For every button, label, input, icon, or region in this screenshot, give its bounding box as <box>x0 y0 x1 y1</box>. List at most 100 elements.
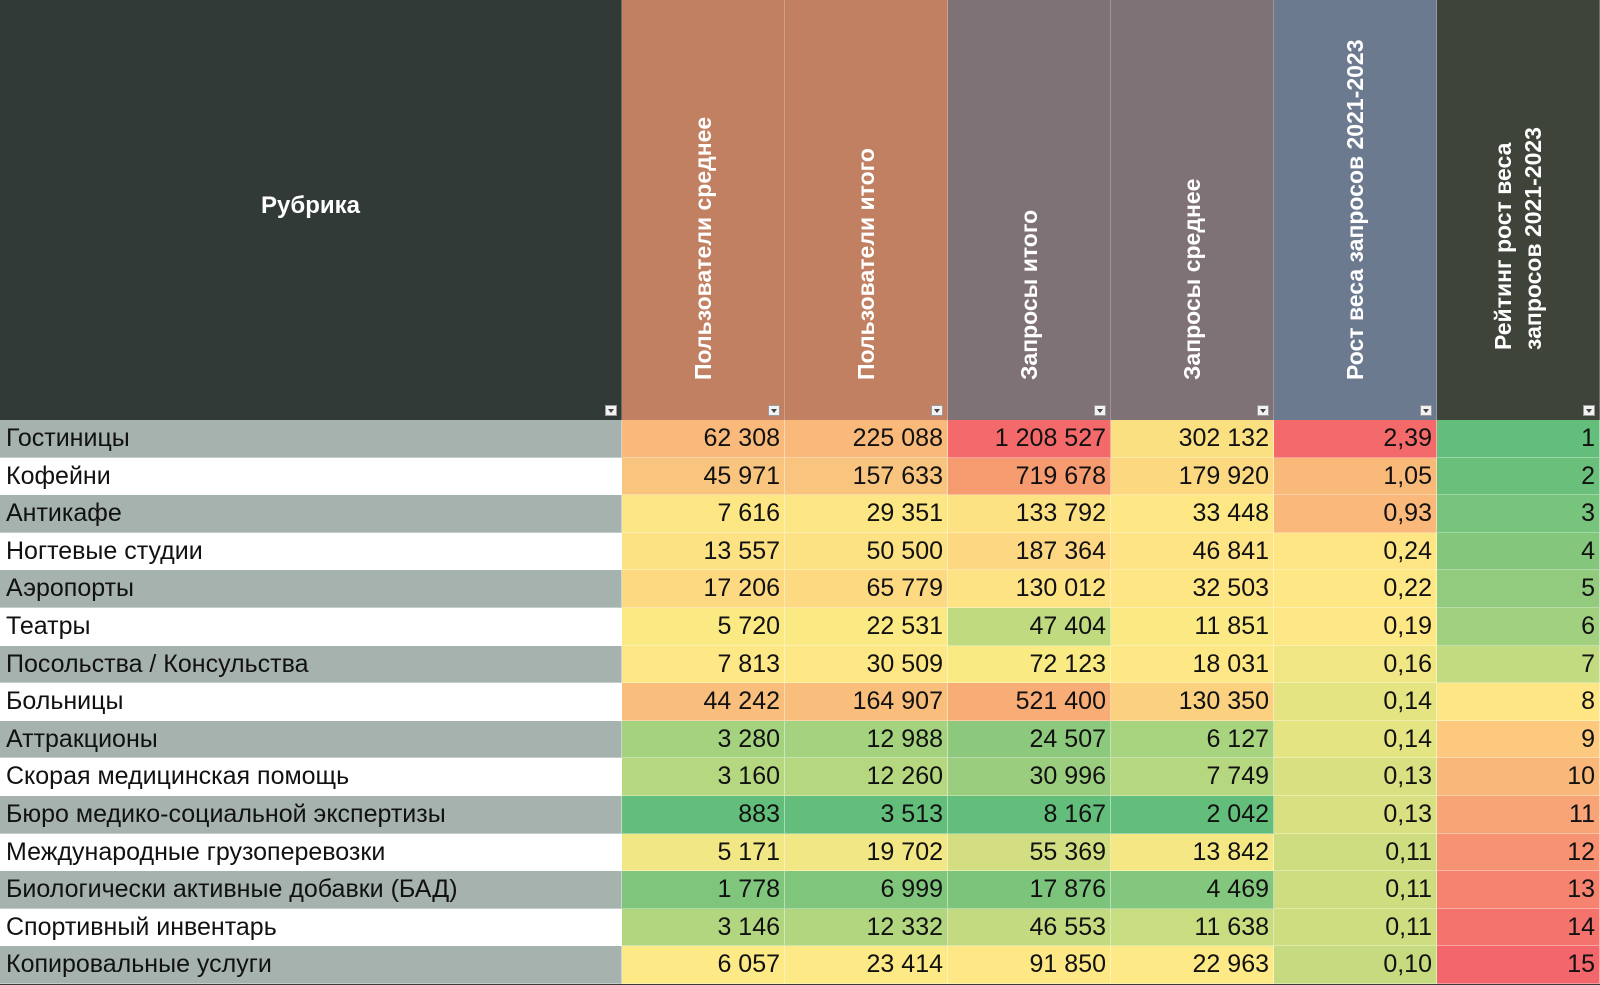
row-value-cell-1[interactable]: 3 160 <box>622 758 785 796</box>
row-value-cell-5[interactable]: 0,13 <box>1274 796 1437 834</box>
row-value-cell-3[interactable]: 8 167 <box>948 796 1111 834</box>
row-value-cell-3[interactable]: 72 123 <box>948 645 1111 684</box>
row-value-cell-2[interactable]: 12 332 <box>785 908 948 947</box>
row-value-cell-2[interactable]: 164 907 <box>785 683 948 721</box>
row-rubric-cell[interactable]: Гостиницы <box>0 420 622 458</box>
row-value-cell-2[interactable]: 29 351 <box>785 495 948 533</box>
filter-dropdown-icon[interactable] <box>931 405 943 416</box>
row-value-cell-4[interactable]: 46 841 <box>1111 532 1274 571</box>
row-value-cell-2[interactable]: 6 999 <box>785 871 948 909</box>
row-value-cell-5[interactable]: 0,11 <box>1274 871 1437 909</box>
row-value-cell-6[interactable]: 9 <box>1437 720 1600 759</box>
row-value-cell-1[interactable]: 1 778 <box>622 871 785 909</box>
row-value-cell-6[interactable]: 7 <box>1437 645 1600 684</box>
row-value-cell-2[interactable]: 12 260 <box>785 758 948 796</box>
row-rubric-cell[interactable]: Аэропорты <box>0 570 622 608</box>
row-value-cell-5[interactable]: 0,16 <box>1274 645 1437 684</box>
row-value-cell-2[interactable]: 157 633 <box>785 457 948 496</box>
row-value-cell-3[interactable]: 521 400 <box>948 683 1111 721</box>
row-value-cell-5[interactable]: 0,11 <box>1274 908 1437 947</box>
row-value-cell-2[interactable]: 23 414 <box>785 946 948 984</box>
row-value-cell-3[interactable]: 130 012 <box>948 570 1111 608</box>
row-value-cell-3[interactable]: 91 850 <box>948 946 1111 984</box>
row-value-cell-3[interactable]: 47 404 <box>948 608 1111 646</box>
row-value-cell-4[interactable]: 4 469 <box>1111 871 1274 909</box>
row-value-cell-2[interactable]: 65 779 <box>785 570 948 608</box>
row-value-cell-3[interactable]: 55 369 <box>948 833 1111 872</box>
row-value-cell-2[interactable]: 30 509 <box>785 645 948 684</box>
row-value-cell-4[interactable]: 302 132 <box>1111 420 1274 458</box>
row-value-cell-5[interactable]: 0,93 <box>1274 495 1437 533</box>
row-rubric-cell[interactable]: Аттракционы <box>0 720 622 759</box>
row-value-cell-3[interactable]: 17 876 <box>948 871 1111 909</box>
row-value-cell-6[interactable]: 15 <box>1437 946 1600 984</box>
row-value-cell-2[interactable]: 50 500 <box>785 532 948 571</box>
row-value-cell-6[interactable]: 13 <box>1437 871 1600 909</box>
row-value-cell-5[interactable]: 0,14 <box>1274 683 1437 721</box>
row-value-cell-1[interactable]: 17 206 <box>622 570 785 608</box>
filter-dropdown-icon[interactable] <box>1420 405 1432 416</box>
row-value-cell-4[interactable]: 32 503 <box>1111 570 1274 608</box>
row-value-cell-1[interactable]: 13 557 <box>622 532 785 571</box>
row-value-cell-4[interactable]: 22 963 <box>1111 946 1274 984</box>
row-value-cell-4[interactable]: 7 749 <box>1111 758 1274 796</box>
row-rubric-cell[interactable]: Антикафе <box>0 495 622 533</box>
row-value-cell-5[interactable]: 0,14 <box>1274 720 1437 759</box>
row-value-cell-6[interactable]: 1 <box>1437 420 1600 458</box>
row-value-cell-1[interactable]: 45 971 <box>622 457 785 496</box>
row-rubric-cell[interactable]: Спортивный инвентарь <box>0 908 622 947</box>
row-value-cell-1[interactable]: 62 308 <box>622 420 785 458</box>
row-value-cell-4[interactable]: 179 920 <box>1111 457 1274 496</box>
row-rubric-cell[interactable]: Посольства / Консульства <box>0 645 622 684</box>
row-value-cell-5[interactable]: 0,11 <box>1274 833 1437 872</box>
row-value-cell-3[interactable]: 719 678 <box>948 457 1111 496</box>
row-rubric-cell[interactable]: Международные грузоперевозки <box>0 833 622 872</box>
row-value-cell-2[interactable]: 225 088 <box>785 420 948 458</box>
row-value-cell-5[interactable]: 1,05 <box>1274 457 1437 496</box>
row-value-cell-1[interactable]: 44 242 <box>622 683 785 721</box>
row-rubric-cell[interactable]: Скорая медицинская помощь <box>0 758 622 796</box>
row-value-cell-1[interactable]: 7 813 <box>622 645 785 684</box>
row-value-cell-3[interactable]: 30 996 <box>948 758 1111 796</box>
filter-dropdown-icon[interactable] <box>1583 405 1595 416</box>
row-value-cell-4[interactable]: 18 031 <box>1111 645 1274 684</box>
row-rubric-cell[interactable]: Ногтевые студии <box>0 532 622 571</box>
row-value-cell-2[interactable]: 19 702 <box>785 833 948 872</box>
row-value-cell-1[interactable]: 3 146 <box>622 908 785 947</box>
row-value-cell-1[interactable]: 883 <box>622 796 785 834</box>
row-value-cell-6[interactable]: 11 <box>1437 796 1600 834</box>
row-value-cell-6[interactable]: 4 <box>1437 532 1600 571</box>
row-value-cell-6[interactable]: 3 <box>1437 495 1600 533</box>
row-value-cell-2[interactable]: 12 988 <box>785 720 948 759</box>
row-value-cell-6[interactable]: 14 <box>1437 908 1600 947</box>
row-value-cell-1[interactable]: 5 720 <box>622 608 785 646</box>
row-value-cell-3[interactable]: 46 553 <box>948 908 1111 947</box>
row-value-cell-6[interactable]: 5 <box>1437 570 1600 608</box>
row-rubric-cell[interactable]: Кофейни <box>0 457 622 496</box>
row-value-cell-6[interactable]: 6 <box>1437 608 1600 646</box>
row-rubric-cell[interactable]: Больницы <box>0 683 622 721</box>
row-value-cell-4[interactable]: 6 127 <box>1111 720 1274 759</box>
row-rubric-cell[interactable]: Бюро медико-социальной экспертизы <box>0 796 622 834</box>
row-value-cell-3[interactable]: 1 208 527 <box>948 420 1111 458</box>
row-value-cell-3[interactable]: 133 792 <box>948 495 1111 533</box>
row-value-cell-1[interactable]: 5 171 <box>622 833 785 872</box>
row-value-cell-5[interactable]: 0,19 <box>1274 608 1437 646</box>
row-value-cell-3[interactable]: 187 364 <box>948 532 1111 571</box>
row-value-cell-5[interactable]: 0,24 <box>1274 532 1437 571</box>
row-value-cell-5[interactable]: 0,13 <box>1274 758 1437 796</box>
row-value-cell-5[interactable]: 2,39 <box>1274 420 1437 458</box>
row-value-cell-1[interactable]: 3 280 <box>622 720 785 759</box>
filter-dropdown-icon[interactable] <box>605 405 617 416</box>
filter-dropdown-icon[interactable] <box>1257 405 1269 416</box>
row-value-cell-4[interactable]: 130 350 <box>1111 683 1274 721</box>
row-value-cell-4[interactable]: 11 851 <box>1111 608 1274 646</box>
filter-dropdown-icon[interactable] <box>768 405 780 416</box>
row-value-cell-6[interactable]: 8 <box>1437 683 1600 721</box>
row-rubric-cell[interactable]: Биологически активные добавки (БАД) <box>0 871 622 909</box>
row-value-cell-6[interactable]: 12 <box>1437 833 1600 872</box>
row-value-cell-2[interactable]: 3 513 <box>785 796 948 834</box>
row-value-cell-5[interactable]: 0,10 <box>1274 946 1437 984</box>
row-value-cell-4[interactable]: 11 638 <box>1111 908 1274 947</box>
filter-dropdown-icon[interactable] <box>1094 405 1106 416</box>
